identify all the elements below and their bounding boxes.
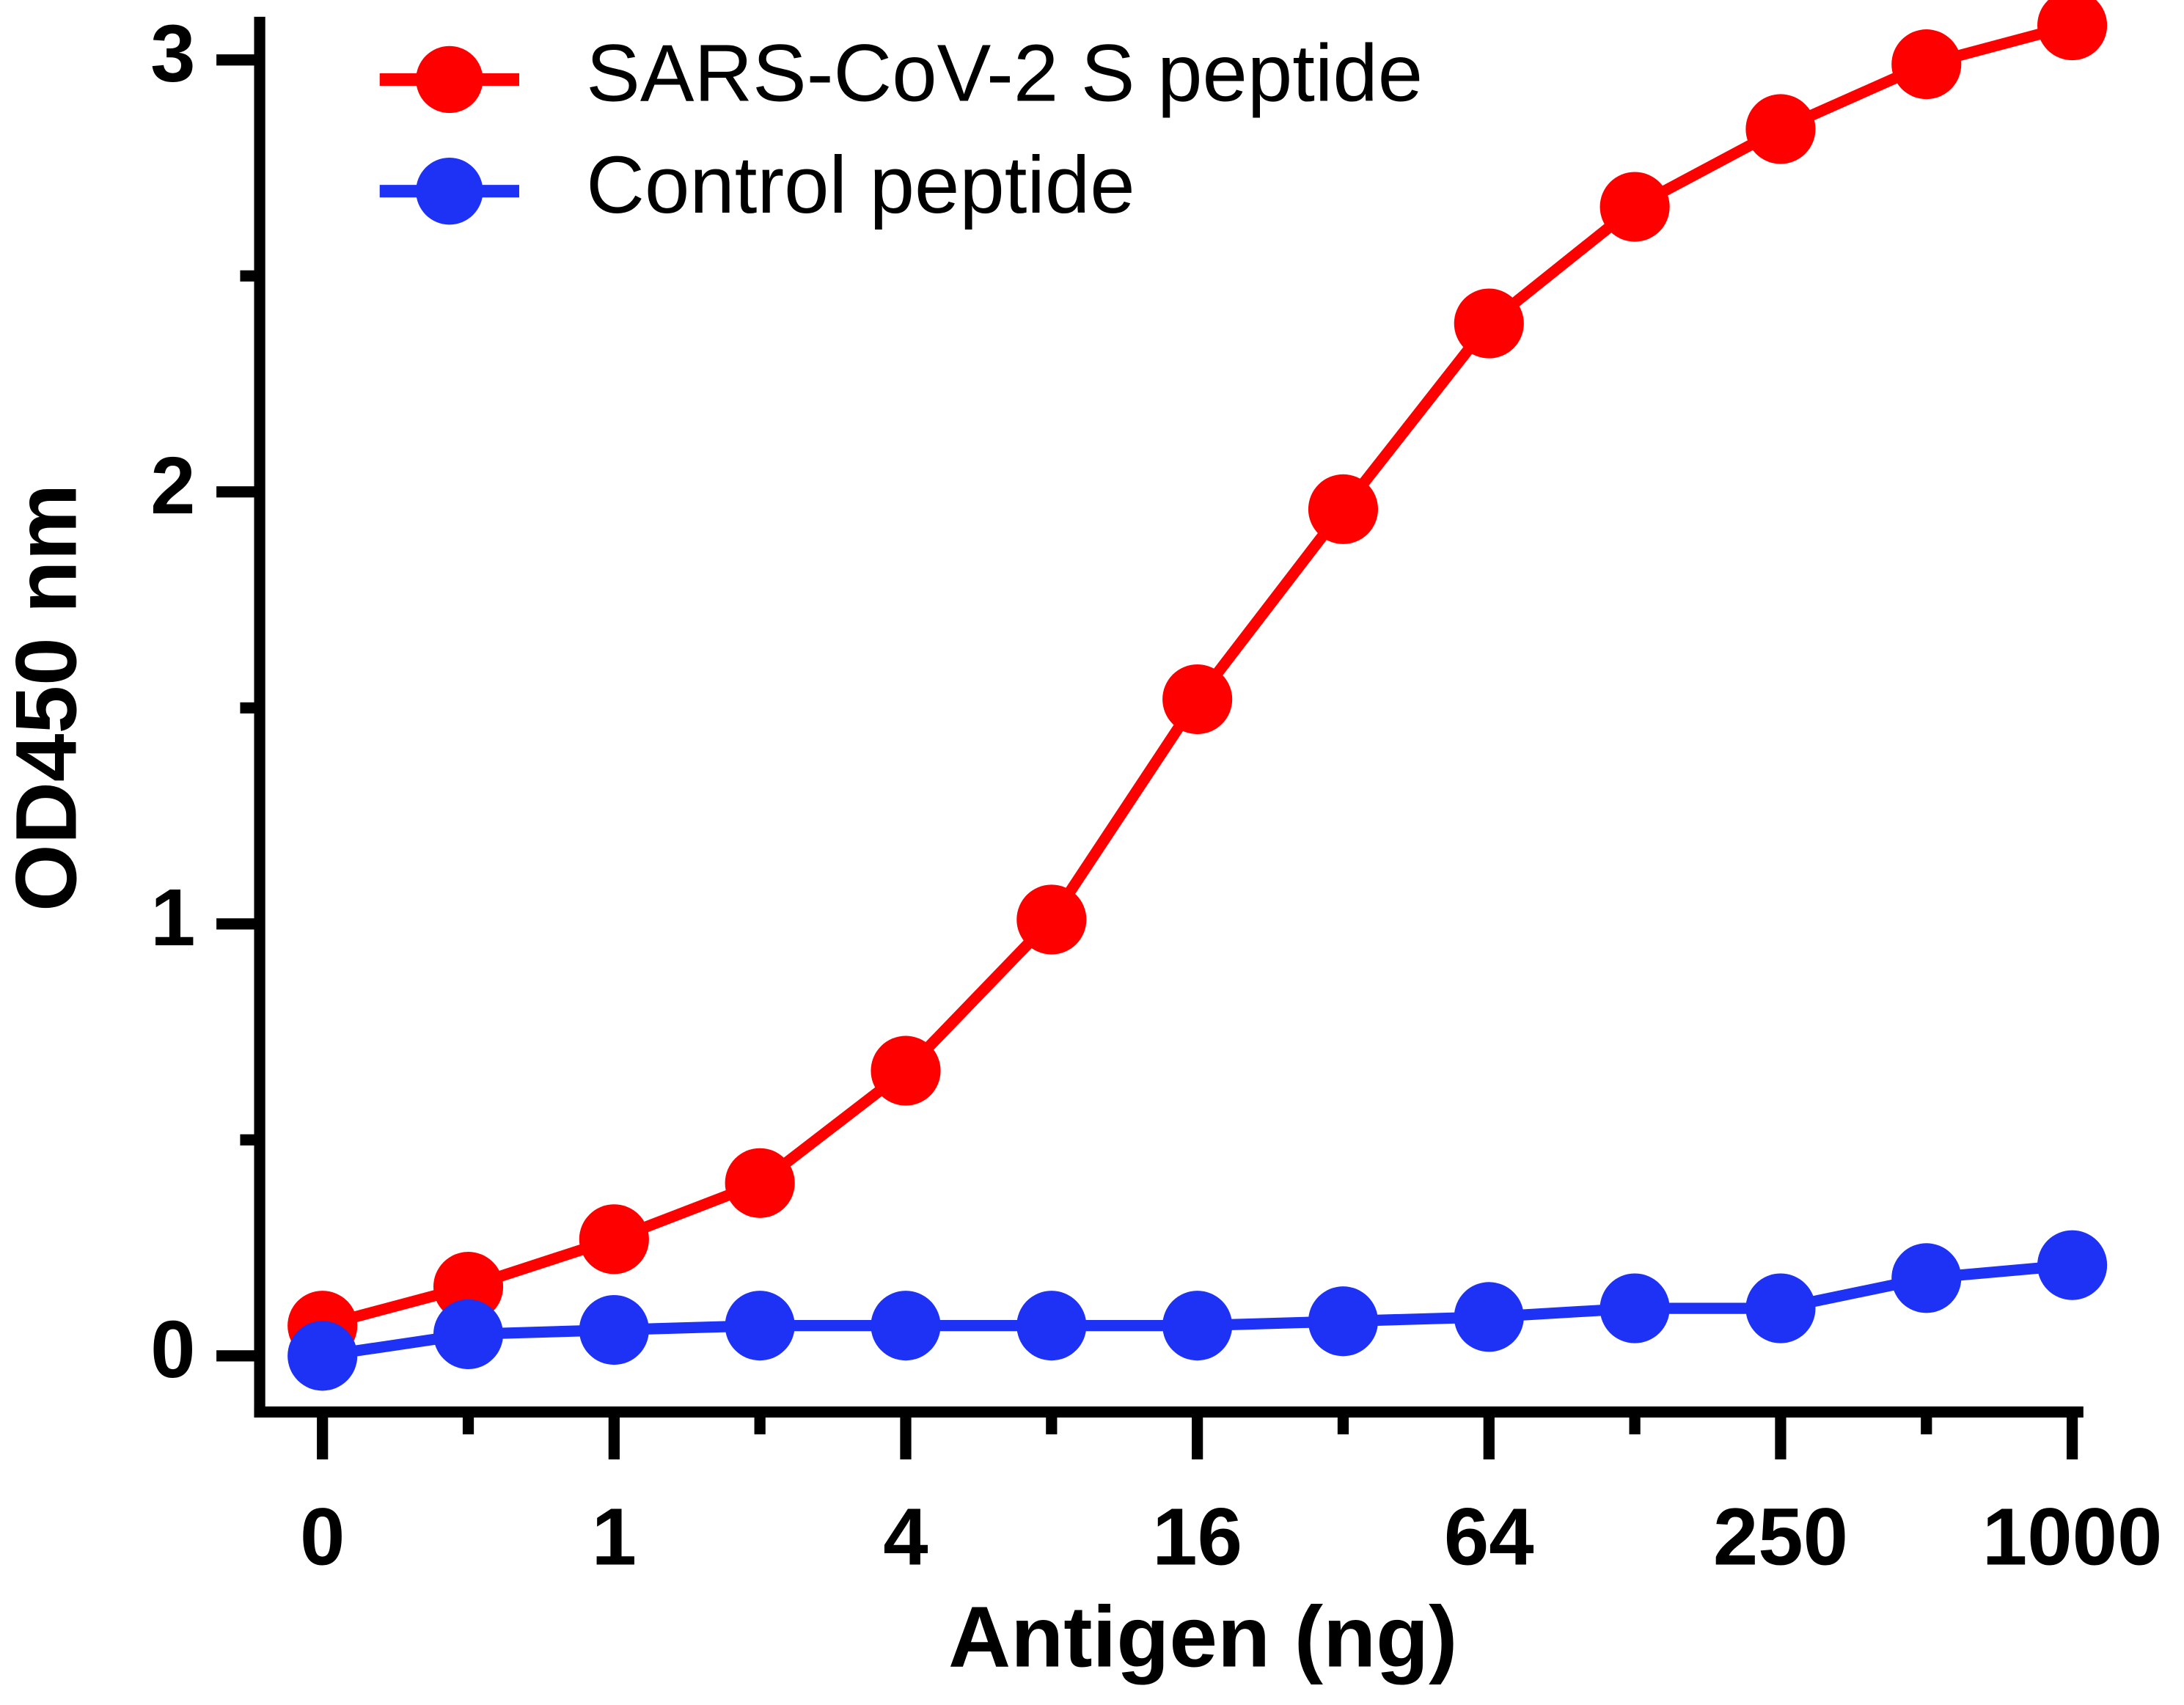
y-tick-label: 2 (150, 441, 195, 531)
data-point (725, 1148, 795, 1218)
legend-label: SARS-CoV-2 S peptide (586, 29, 1423, 119)
data-point (287, 1321, 358, 1391)
data-point (1016, 1291, 1087, 1361)
x-tick-label: 4 (883, 1492, 928, 1582)
data-point (579, 1294, 649, 1365)
data-point (1454, 1282, 1524, 1352)
data-point (1599, 172, 1670, 242)
data-point (1891, 29, 1962, 100)
data-point (871, 1291, 941, 1361)
data-point (725, 1291, 795, 1361)
data-point (1016, 884, 1087, 955)
data-point (1162, 1291, 1233, 1361)
data-point (1891, 1243, 1962, 1313)
y-axis-title: OD450 nm (0, 484, 95, 912)
data-point (1745, 94, 1816, 164)
x-tick-label: 250 (1713, 1492, 1848, 1582)
y-tick-label: 0 (150, 1305, 195, 1395)
y-tick-label: 1 (150, 873, 195, 963)
legend-marker (416, 157, 483, 225)
y-tick-label: 3 (150, 9, 195, 99)
data-point (2037, 1230, 2108, 1300)
data-point (1745, 1273, 1816, 1343)
x-tick-label: 1000 (1982, 1492, 2162, 1582)
legend-marker (416, 45, 483, 114)
data-point (1162, 664, 1233, 735)
x-tick-label: 64 (1444, 1492, 1534, 1582)
data-point (1599, 1273, 1670, 1343)
x-tick-label: 0 (300, 1492, 345, 1582)
data-point (433, 1299, 504, 1369)
data-point (1308, 474, 1379, 544)
data-point (1308, 1286, 1379, 1357)
x-tick-label: 16 (1152, 1492, 1242, 1582)
data-point (2037, 0, 2108, 61)
x-axis-title: Antigen (ng) (948, 1588, 1457, 1684)
data-point (579, 1204, 649, 1275)
x-tick-label: 1 (592, 1492, 637, 1582)
data-point (871, 1035, 941, 1106)
data-point (1454, 288, 1524, 359)
legend-label: Control peptide (586, 140, 1135, 230)
